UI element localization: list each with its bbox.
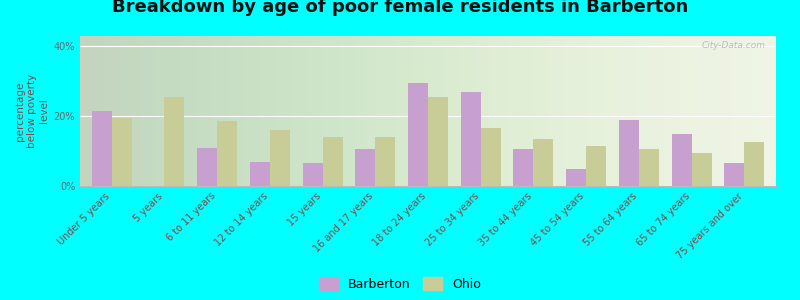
Title: Breakdown by age of poor female residents in Barberton: Breakdown by age of poor female resident… (112, 0, 688, 16)
Y-axis label: percentage
below poverty
level: percentage below poverty level (14, 74, 50, 148)
Bar (250, 162, 270, 186)
Bar (112, 118, 132, 186)
Bar (217, 122, 237, 186)
Legend: Barberton, Ohio: Barberton, Ohio (319, 277, 481, 291)
Text: City-Data.com: City-Data.com (702, 40, 766, 50)
Bar (639, 149, 659, 186)
Bar (302, 163, 322, 186)
Bar (481, 128, 501, 186)
Bar (164, 97, 184, 186)
Bar (375, 137, 395, 186)
Bar (724, 163, 744, 186)
Bar (270, 130, 290, 186)
Bar (692, 153, 712, 186)
Bar (514, 149, 534, 186)
Bar (197, 148, 217, 186)
Bar (744, 142, 765, 186)
Bar (355, 149, 375, 186)
Bar (428, 97, 448, 186)
Bar (672, 134, 692, 186)
Bar (322, 137, 342, 186)
Bar (566, 169, 586, 186)
Bar (534, 139, 554, 186)
Bar (619, 120, 639, 186)
Bar (408, 83, 428, 186)
Bar (92, 111, 112, 186)
Bar (586, 146, 606, 186)
Bar (461, 92, 481, 186)
